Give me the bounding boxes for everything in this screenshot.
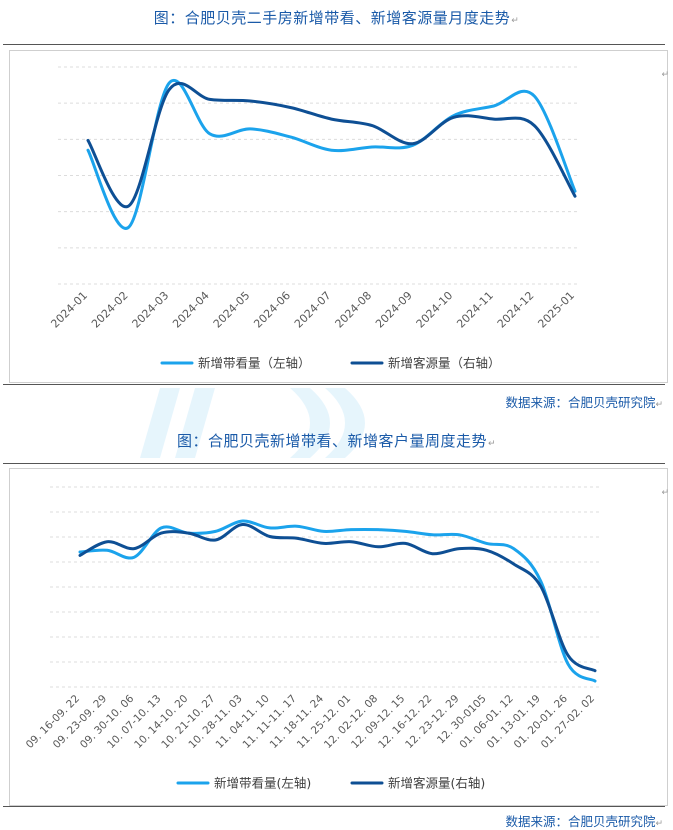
x-tick-label: 2024-01 — [48, 289, 90, 331]
legend-label-1: 新增带看量(左轴) — [214, 776, 311, 791]
x-tick-label: 2024-02 — [89, 289, 131, 331]
series-line-1 — [86, 78, 577, 230]
x-tick-label: 2024-11 — [454, 289, 496, 331]
legend-label-2: 新增客源量(右轴) — [388, 776, 485, 791]
x-tick-label: 2024-08 — [333, 289, 375, 331]
legend-label-2: 新增客源量（右轴） — [388, 356, 501, 371]
chart2-bottom-rule — [3, 806, 665, 807]
x-tick-label: 2024-07 — [292, 289, 334, 331]
para-mark: ↵ — [661, 70, 669, 80]
chart2-source: 数据来源：合肥贝壳研究院↵ — [505, 814, 663, 829]
x-tick-label: 2024-12 — [495, 289, 537, 331]
x-tick-label: 2024-03 — [130, 289, 172, 331]
chart2-title: 图：合肥贝壳新增带看、新增客户量周度走势↵ — [176, 432, 497, 450]
series-line-1 — [78, 519, 597, 683]
chart1-top-rule — [3, 44, 665, 45]
chart1-source: 数据来源：合肥贝壳研究院↵ — [505, 395, 663, 410]
series-line-2 — [78, 523, 597, 673]
chart1-title: 图：合肥贝壳二手房新增带看、新增客源量月度走势↵ — [153, 9, 520, 27]
x-tick-label: 2025-01 — [535, 289, 577, 331]
chart1-bottom-rule — [3, 384, 665, 385]
x-tick-label: 2024-04 — [170, 289, 212, 331]
chart2-panel: 09. 16-09. 22 09. 23-09. 29 09. 30-10. 06 1… — [9, 468, 668, 806]
chart2-top-rule — [3, 463, 665, 464]
x-tick-label: 2024-06 — [251, 289, 293, 331]
legend-label-1: 新增带看量（左轴） — [198, 356, 311, 371]
x-tick-label: 2024-10 — [414, 289, 456, 331]
watermark-logo — [140, 388, 365, 458]
chart1-panel: 2024-01 2024-02 2024-03 2024-04 2024-05 2024-… — [9, 50, 668, 383]
para-mark: ↵ — [661, 488, 669, 498]
chart1-plot: 2024-012024-022024-032024-042024-052024-… — [48, 66, 580, 371]
x-tick-label: 2024-05 — [211, 289, 253, 331]
x-tick-label: 2024-09 — [373, 289, 415, 331]
series-line-2 — [86, 81, 577, 209]
